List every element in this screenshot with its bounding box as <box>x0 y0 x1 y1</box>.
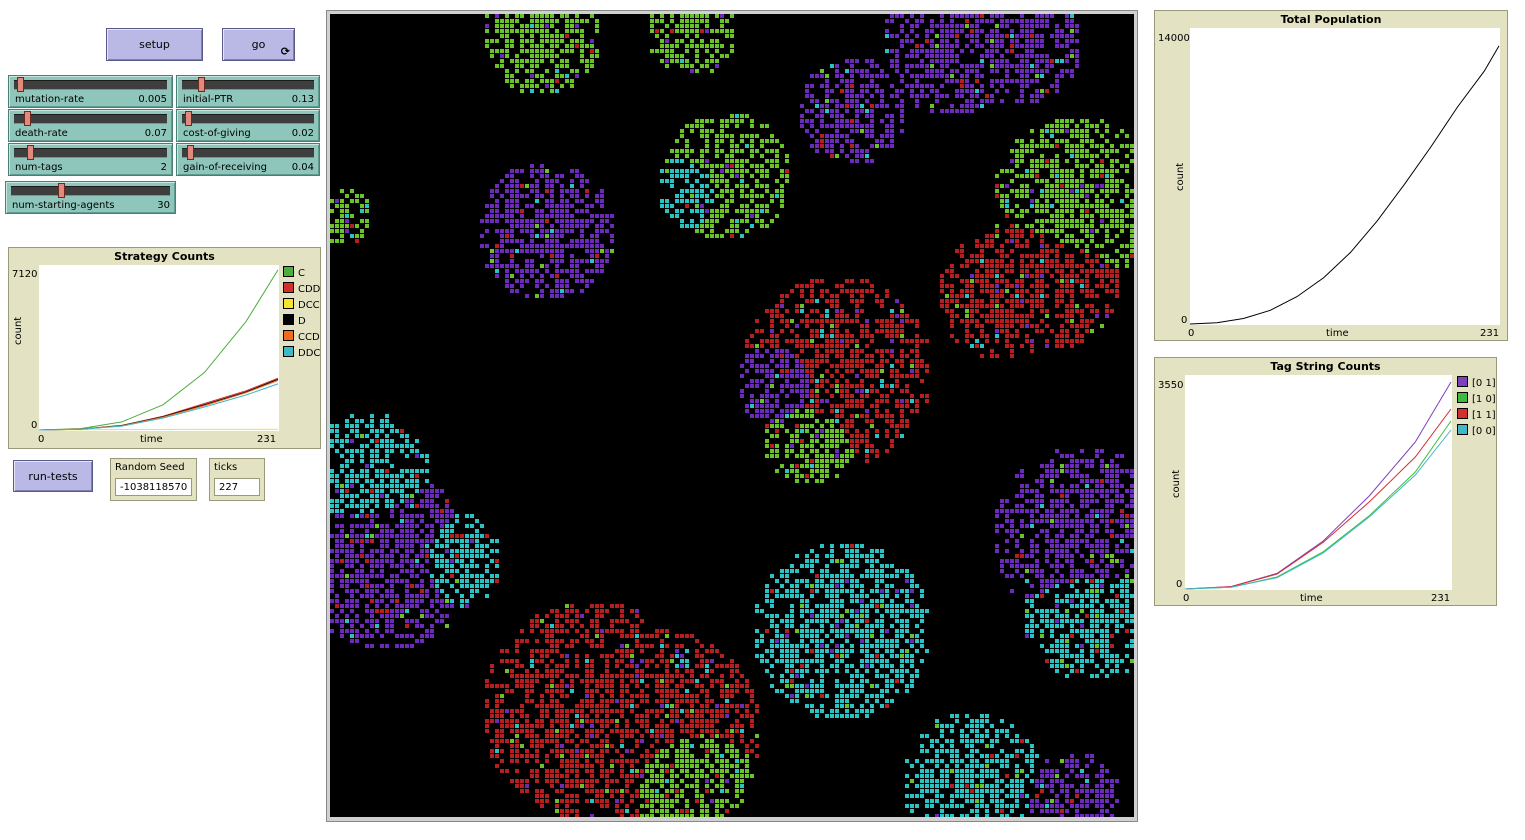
legend-item-ddc: DDC <box>283 346 320 360</box>
setup-button-label: setup <box>139 38 170 51</box>
x-max-label: 231 <box>1431 593 1451 604</box>
legend-swatch <box>1457 424 1468 435</box>
plot-title: Tag String Counts <box>1270 360 1381 373</box>
monitor-value: -1038118570 <box>115 478 192 496</box>
slider-handle[interactable] <box>184 111 192 126</box>
monitor-value: 227 <box>214 478 260 496</box>
world-canvas[interactable] <box>330 14 1134 817</box>
legend-swatch <box>283 298 294 309</box>
go-button-label: go <box>251 38 266 51</box>
y-axis-label: count <box>1171 469 1182 498</box>
total-population-chart <box>1189 45 1500 325</box>
legend-item-01: [0 1] <box>1457 376 1496 390</box>
y-max-label: 14000 <box>1158 33 1190 44</box>
legend-item-ccd: CCD <box>283 330 320 344</box>
plot-area <box>38 265 279 431</box>
plot-title: Total Population <box>1280 13 1382 26</box>
tag-string-counts-chart <box>1184 381 1452 590</box>
y-axis-label: count <box>1175 162 1186 191</box>
initial-ptr-slider[interactable]: initial-PTR 0.13 <box>176 75 320 108</box>
legend-swatch <box>283 346 294 357</box>
series-line-2 <box>1184 408 1452 590</box>
series-line-0 <box>1189 45 1500 325</box>
slider-handle[interactable] <box>16 77 24 92</box>
slider-handle[interactable] <box>27 145 35 160</box>
agent-clusters <box>330 14 1134 817</box>
total-population-plot: Total Population 14000 0 count 0 time 23… <box>1154 10 1508 341</box>
mutation-rate-slider[interactable]: mutation-rate 0.005 <box>8 75 173 108</box>
monitor-label: Random Seed <box>115 462 185 473</box>
y-min-label: 0 <box>31 420 38 431</box>
x-max-label: 231 <box>257 434 277 445</box>
x-min-label: 0 <box>38 434 45 445</box>
slider-handle[interactable] <box>24 111 32 126</box>
x-min-label: 0 <box>1183 593 1190 604</box>
run-tests-button[interactable]: run-tests <box>13 460 93 492</box>
forever-icon: ⟳ <box>280 45 290 58</box>
ticks-monitor: ticks 227 <box>209 458 265 501</box>
slider-handle[interactable] <box>187 145 194 160</box>
x-min-label: 0 <box>1188 328 1195 339</box>
setup-button[interactable]: setup <box>106 28 203 61</box>
series-line-0 <box>38 269 279 431</box>
num-tags-slider[interactable]: num-tags 2 <box>8 143 173 176</box>
death-rate-slider[interactable]: death-rate 0.07 <box>8 109 173 142</box>
legend-swatch <box>283 330 294 341</box>
series-line-0 <box>1184 381 1452 590</box>
run-tests-label: run-tests <box>28 469 78 483</box>
gain-of-receiving-slider[interactable]: gain-of-receiving 0.04 <box>176 143 320 176</box>
legend-swatch <box>283 266 294 277</box>
monitor-label: ticks <box>214 462 238 473</box>
x-axis-label: time <box>1300 593 1323 604</box>
legend-item-dcc: DCC <box>283 298 320 312</box>
legend-item-d: D <box>283 314 306 328</box>
x-axis-label: time <box>1326 328 1349 339</box>
random-seed-monitor: Random Seed -1038118570 <box>110 458 197 501</box>
plot-area <box>1184 375 1452 590</box>
y-axis-label: count <box>13 316 24 345</box>
num-starting-agents-slider[interactable]: num-starting-agents 30 <box>5 181 176 214</box>
series-line-3 <box>1184 429 1452 590</box>
legend-swatch <box>1457 376 1468 387</box>
legend-swatch <box>283 314 294 325</box>
slider-handle[interactable] <box>58 183 66 198</box>
y-min-label: 0 <box>1176 579 1183 590</box>
legend-item-00: [0 0] <box>1457 424 1496 438</box>
strategy-counts-plot: Strategy Counts 7120 0 count 0 time 231 … <box>8 247 321 449</box>
series-line-1 <box>38 377 279 431</box>
strategy-counts-chart <box>38 269 279 431</box>
x-max-label: 231 <box>1480 328 1500 339</box>
series-line-4 <box>38 380 279 431</box>
plot-title: Strategy Counts <box>114 250 215 263</box>
series-line-5 <box>38 383 279 431</box>
legend-item-11: [1 1] <box>1457 408 1496 422</box>
legend-item-10: [1 0] <box>1457 392 1496 406</box>
y-min-label: 0 <box>1181 315 1188 326</box>
legend-item-c: C <box>283 266 305 280</box>
legend-swatch <box>1457 392 1468 403</box>
plot-area <box>1189 28 1500 325</box>
y-max-label: 7120 <box>12 269 38 280</box>
tag-string-counts-plot: Tag String Counts 3550 0 count 0 time 23… <box>1154 357 1497 606</box>
legend-swatch <box>283 282 294 293</box>
world-view[interactable] <box>326 10 1138 822</box>
x-axis-label: time <box>140 434 163 445</box>
legend-item-cdd: CDD <box>283 282 320 296</box>
go-button[interactable]: go ⟳ <box>222 28 295 61</box>
series-line-3 <box>38 378 279 431</box>
legend-swatch <box>1457 408 1468 419</box>
slider-handle[interactable] <box>198 77 206 92</box>
y-max-label: 3550 <box>1158 380 1184 391</box>
cost-of-giving-slider[interactable]: cost-of-giving 0.02 <box>176 109 320 142</box>
